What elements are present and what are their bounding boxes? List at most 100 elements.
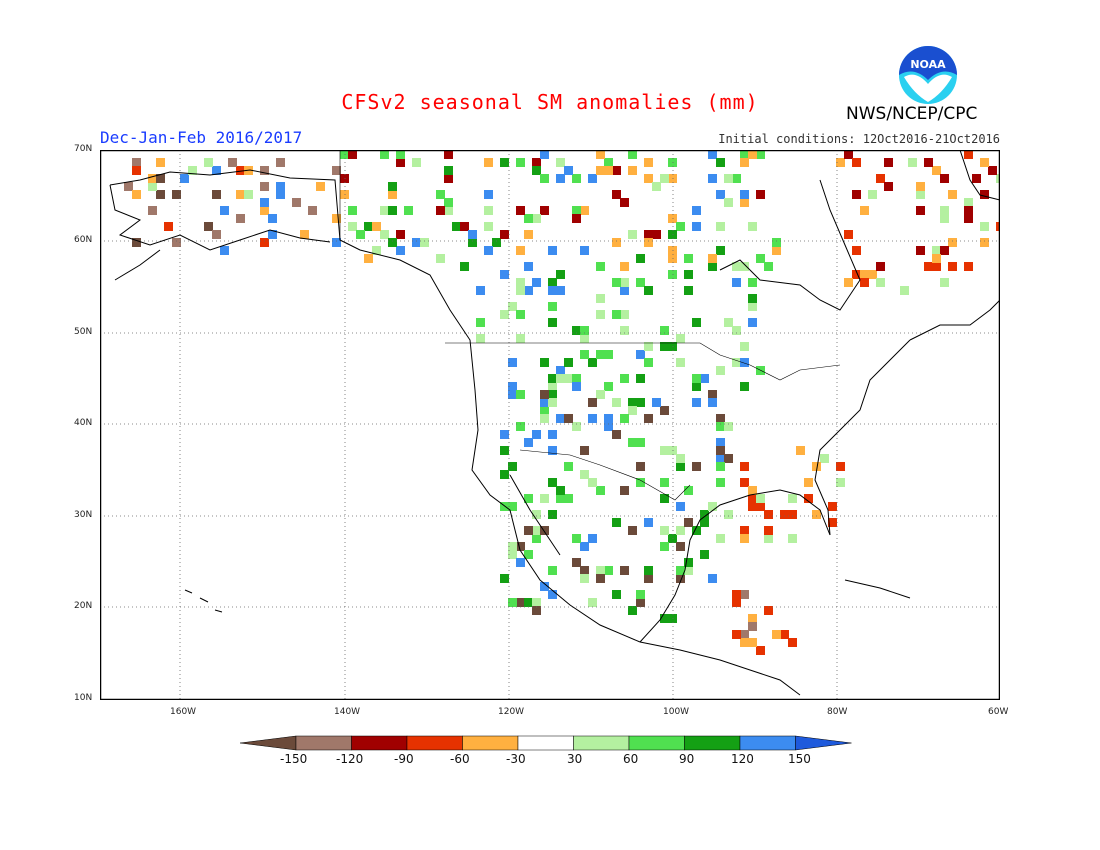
anomaly-cell — [716, 454, 725, 463]
anomaly-cell — [836, 158, 845, 167]
anomaly-cell — [628, 150, 637, 159]
anomaly-cell — [676, 542, 685, 551]
anomaly-cell — [660, 526, 669, 535]
anomaly-cell — [388, 190, 397, 199]
anomaly-cell — [212, 190, 221, 199]
anomaly-cell — [596, 294, 605, 303]
anomaly-cell — [852, 246, 861, 255]
anomaly-cell — [412, 238, 421, 247]
anomaly-cell — [756, 502, 765, 511]
anomaly-cell — [740, 462, 749, 471]
anomaly-cell — [732, 174, 741, 183]
anomaly-cell — [628, 438, 637, 447]
anomaly-cell — [748, 622, 757, 631]
anomaly-cell — [580, 334, 589, 343]
anomaly-cell — [532, 214, 541, 223]
anomaly-cell — [676, 454, 685, 463]
anomaly-cell — [700, 518, 709, 527]
anomaly-cell — [628, 526, 637, 535]
anomaly-cell — [692, 462, 701, 471]
anomaly-cell — [500, 574, 509, 583]
anomaly-cell — [444, 150, 453, 159]
anomaly-cell — [668, 342, 677, 351]
anomaly-cell — [580, 446, 589, 455]
anomaly-cell — [556, 486, 565, 495]
anomaly-cell — [868, 270, 877, 279]
anomaly-cell — [716, 222, 725, 231]
anomaly-cell — [692, 206, 701, 215]
anomaly-cell — [844, 278, 853, 287]
anomaly-cell — [812, 510, 821, 519]
anomaly-cell — [172, 238, 181, 247]
season-label: Dec-Jan-Feb 2016/2017 — [100, 128, 303, 147]
anomaly-cell — [492, 238, 501, 247]
anomaly-cell — [740, 158, 749, 167]
anomaly-cell — [748, 222, 757, 231]
anomaly-cell — [828, 502, 837, 511]
anomaly-cell — [548, 398, 557, 407]
anomaly-cell — [932, 166, 941, 175]
anomaly-cell — [476, 334, 485, 343]
anomaly-cell — [508, 550, 517, 559]
anomaly-cell — [676, 358, 685, 367]
anomaly-cell — [500, 310, 509, 319]
anomaly-cell — [276, 190, 285, 199]
colorbar-box — [517, 735, 574, 751]
anomaly-cell — [884, 182, 893, 191]
anomaly-cell — [732, 326, 741, 335]
anomaly-cell — [460, 262, 469, 271]
anomaly-cell — [932, 246, 941, 255]
borders — [339, 150, 841, 501]
anomaly-cell — [684, 286, 693, 295]
anomaly-cell — [308, 206, 317, 215]
anomaly-cell — [828, 518, 837, 527]
anomaly-cell — [580, 350, 589, 359]
lat-label: 30N — [74, 510, 93, 520]
colorbar-label: -120 — [336, 752, 364, 766]
anomaly-cell — [164, 222, 173, 231]
anomaly-cell — [572, 174, 581, 183]
anomaly-cell — [916, 190, 925, 199]
anomaly-cell — [260, 206, 269, 215]
anomaly-cell — [388, 182, 397, 191]
anomaly-cell — [580, 574, 589, 583]
anomaly-cell — [700, 550, 709, 559]
anomaly-cell — [260, 182, 269, 191]
anomaly-cell — [524, 438, 533, 447]
anomaly-cell — [524, 494, 533, 503]
anomaly-cell — [572, 206, 581, 215]
anomaly-cell — [540, 494, 549, 503]
anomaly-cell — [980, 222, 989, 231]
anomaly-cell — [700, 510, 709, 519]
anomaly-cell — [612, 166, 621, 175]
anomaly-cell — [516, 542, 525, 551]
anomaly-cell — [668, 158, 677, 167]
anomaly-cell — [676, 222, 685, 231]
anomaly-cell — [564, 166, 573, 175]
anomaly-cell — [276, 182, 285, 191]
anomaly-cell — [348, 206, 357, 215]
anomaly-cell — [644, 342, 653, 351]
anomaly-cell — [716, 190, 725, 199]
anomaly-cell — [668, 270, 677, 279]
anomaly-cell — [188, 166, 197, 175]
anomaly-cell — [796, 446, 805, 455]
anomaly-cell — [348, 150, 357, 159]
lon-label: 120W — [498, 707, 525, 717]
anomaly-cell — [596, 486, 605, 495]
anomaly-cell — [548, 510, 557, 519]
anomaly-cell — [964, 214, 973, 223]
anomaly-cell — [516, 278, 525, 287]
anomaly-cell — [740, 630, 749, 639]
anomaly-cell — [156, 158, 165, 167]
anomaly-cell — [540, 526, 549, 535]
anomaly-cell — [844, 150, 853, 159]
anomaly-cell — [716, 366, 725, 375]
anomaly-cell — [780, 510, 789, 519]
anomaly-cell — [508, 382, 517, 391]
colorbar-box — [628, 735, 685, 751]
anomaly-cell — [692, 318, 701, 327]
anomaly-cell — [756, 646, 765, 655]
anomaly-cell — [516, 286, 525, 295]
anomaly-cell — [476, 318, 485, 327]
